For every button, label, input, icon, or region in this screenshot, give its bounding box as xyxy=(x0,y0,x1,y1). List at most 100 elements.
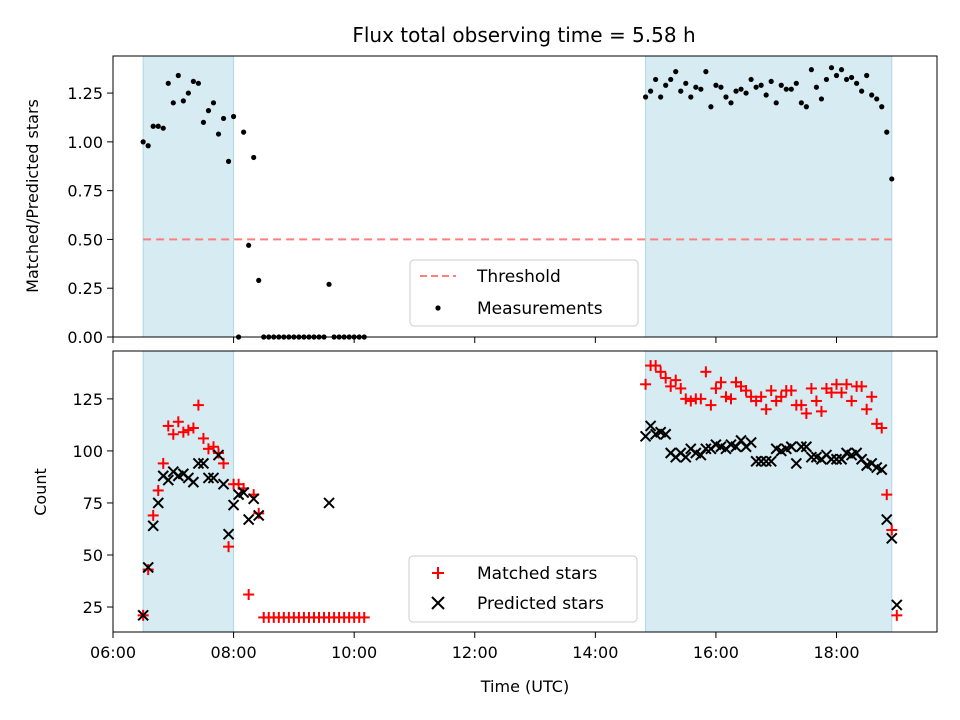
predicted-point xyxy=(805,451,818,463)
legend-measurements-swatch xyxy=(435,305,441,311)
measurement-point xyxy=(165,80,171,86)
predicted-point xyxy=(253,509,265,522)
predicted-point xyxy=(202,472,215,484)
predicted-point xyxy=(745,436,757,449)
predicted-point xyxy=(659,428,672,440)
matched-point xyxy=(700,366,712,378)
predicted-point xyxy=(765,455,777,468)
predicted-point xyxy=(227,499,240,511)
matched-point xyxy=(846,395,858,407)
x-tick-label: 14:00 xyxy=(572,643,618,662)
predicted-point xyxy=(162,474,174,486)
matched-point xyxy=(162,420,174,432)
predicted-point xyxy=(147,520,159,532)
predicted-point xyxy=(207,472,220,484)
measurement-point xyxy=(693,84,699,90)
matched-point xyxy=(243,589,255,601)
top-y-tick-label: 0.00 xyxy=(67,328,103,347)
measurement-point xyxy=(889,176,895,182)
predicted-point xyxy=(197,457,210,470)
predicted-point xyxy=(217,478,230,490)
matched-point xyxy=(765,385,777,397)
measurement-point xyxy=(215,131,222,137)
predicted-point xyxy=(323,497,335,509)
predicted-point xyxy=(152,497,164,509)
top-y-tick-label: 0.75 xyxy=(67,182,103,201)
measurement-point xyxy=(653,76,659,83)
measurement-point xyxy=(230,113,237,120)
matched-point xyxy=(147,509,159,521)
measurement-point xyxy=(326,281,332,287)
matched-point xyxy=(836,387,848,399)
bottom-y-tick-label: 75 xyxy=(83,494,103,513)
predicted-point xyxy=(237,486,250,499)
measurement-point xyxy=(783,86,789,92)
x-tick-label: 16:00 xyxy=(693,643,739,662)
measurement-point xyxy=(698,86,704,92)
matched-point xyxy=(710,382,722,394)
matched-point xyxy=(253,507,265,519)
matched-point xyxy=(815,405,827,417)
measurement-point xyxy=(688,94,694,100)
measurement-point xyxy=(195,80,202,86)
measurement-point xyxy=(859,88,865,94)
bottom-y-tick-label: 25 xyxy=(83,598,103,617)
matched-point xyxy=(725,393,737,405)
predicted-point xyxy=(212,449,225,461)
matched-point xyxy=(665,380,677,392)
matched-point xyxy=(841,378,853,390)
predicted-point xyxy=(760,455,772,468)
matched-point xyxy=(740,385,752,397)
measurement-point xyxy=(838,67,845,73)
bottom-shaded-interval-0 xyxy=(142,350,235,633)
matched-point xyxy=(715,376,727,388)
predicted-point xyxy=(222,528,235,540)
measurement-point xyxy=(642,94,649,100)
top-shaded-interval-0 xyxy=(142,55,235,338)
top-y-tick-label: 0.50 xyxy=(67,230,103,249)
measurement-point xyxy=(778,82,784,88)
predicted-point xyxy=(886,532,898,545)
bottom-shaded-interval-1 xyxy=(645,350,893,633)
matched-point xyxy=(861,403,873,415)
measurement-point xyxy=(733,88,739,94)
matched-point xyxy=(831,378,843,390)
measurement-point xyxy=(874,96,880,102)
top-y-axis-label: Matched/Predicted stars xyxy=(23,99,42,293)
top-y-tick-label: 1.25 xyxy=(67,84,103,103)
measurement-point xyxy=(246,242,252,248)
x-tick-label: 18:00 xyxy=(813,643,859,662)
measurement-point xyxy=(768,78,774,84)
predicted-point xyxy=(825,453,838,465)
measurement-point xyxy=(848,74,855,81)
measurement-point xyxy=(758,82,764,88)
bottom-legend[interactable]: Matched stars Predicted stars xyxy=(408,555,638,623)
predicted-point xyxy=(242,513,255,526)
matched-point xyxy=(182,424,194,436)
matched-point xyxy=(660,372,672,384)
bottom-y-tick-label: 125 xyxy=(72,390,103,409)
matched-point xyxy=(866,391,878,403)
x-tick-label: 06:00 xyxy=(90,643,136,662)
matched-point xyxy=(655,366,667,378)
top-legend[interactable]: Threshold Measurements xyxy=(409,259,639,327)
bottom-y-axis-label: Count xyxy=(31,468,50,516)
matched-point xyxy=(881,489,893,501)
matched-point xyxy=(760,403,772,415)
measurement-point xyxy=(753,84,759,90)
matched-point xyxy=(358,611,370,623)
predicted-point xyxy=(790,457,803,470)
matched-point xyxy=(685,395,697,407)
measurement-point xyxy=(773,100,779,106)
legend-predicted-swatch xyxy=(431,596,445,610)
predicted-point xyxy=(830,453,843,465)
matched-point xyxy=(720,391,732,403)
measurement-point xyxy=(145,143,151,149)
measurement-point xyxy=(190,78,196,84)
measurement-point xyxy=(658,94,664,100)
matched-point xyxy=(695,393,707,405)
measurement-point xyxy=(869,92,875,98)
measurement-point xyxy=(220,115,227,122)
top-x-ticks xyxy=(112,337,838,343)
measurement-point xyxy=(663,82,669,88)
